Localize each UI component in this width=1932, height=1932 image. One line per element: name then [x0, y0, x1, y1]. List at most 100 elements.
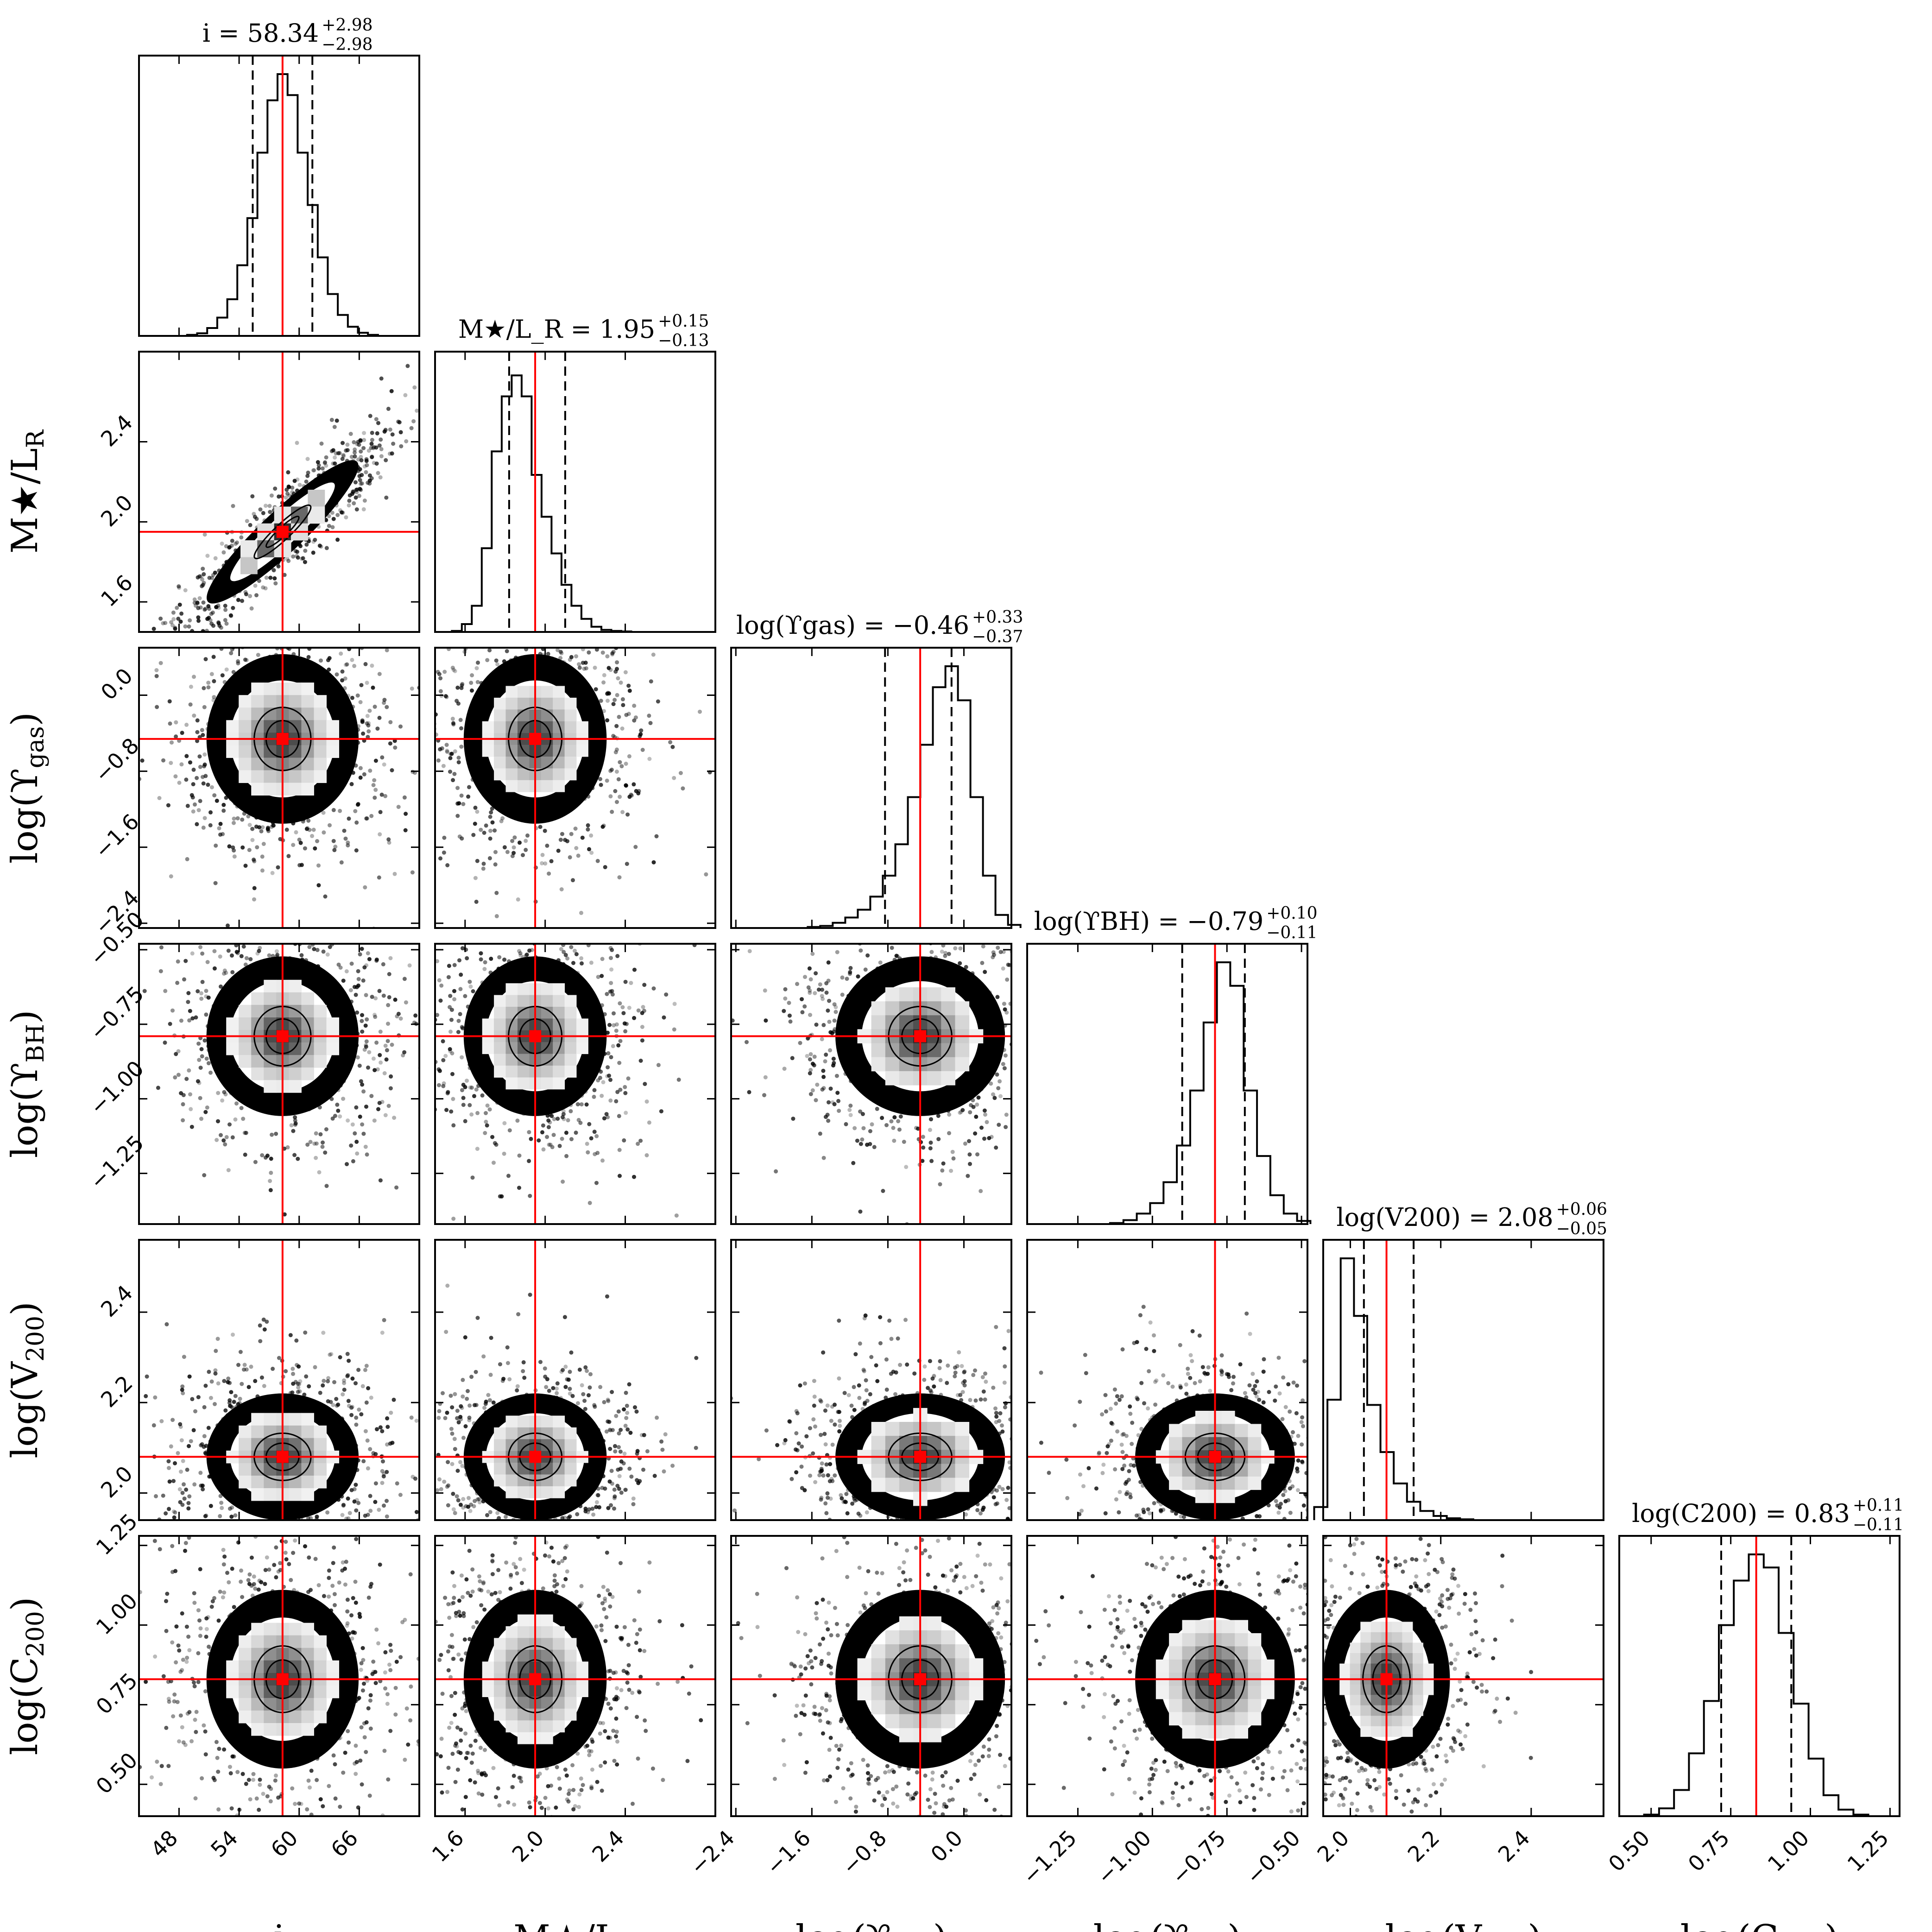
sample-point	[863, 1313, 868, 1318]
sample-point	[945, 1526, 949, 1530]
sample-point	[910, 1542, 914, 1547]
sample-point	[164, 1541, 169, 1545]
sample-point	[495, 1511, 500, 1515]
sample-point	[367, 478, 372, 483]
density-cell	[326, 745, 340, 758]
sample-point	[1003, 1007, 1007, 1012]
sample-point	[833, 1005, 838, 1010]
sample-point	[1206, 1371, 1210, 1376]
sample-point	[957, 1350, 961, 1355]
sample-point	[199, 991, 203, 996]
sample-point	[500, 611, 504, 615]
sample-point	[456, 1030, 461, 1034]
sample-point	[808, 1013, 812, 1017]
sample-point	[188, 618, 192, 623]
density-cell	[541, 983, 553, 996]
sample-point	[617, 1445, 621, 1449]
sample-point	[526, 1548, 530, 1553]
sample-point	[586, 827, 590, 832]
sample-point	[545, 1135, 549, 1139]
sample-point	[209, 672, 214, 676]
sample-point	[323, 1150, 328, 1155]
sample-point	[365, 1017, 369, 1022]
sample-point	[356, 977, 361, 981]
sample-point	[177, 586, 182, 590]
sample-point	[314, 1141, 319, 1146]
sample-point	[189, 1107, 193, 1111]
sample-point	[593, 1404, 597, 1409]
density-cell	[301, 1425, 314, 1439]
sample-point	[492, 1141, 497, 1145]
sample-point	[247, 848, 252, 852]
sample-point	[967, 1152, 972, 1157]
sample-point	[317, 543, 322, 548]
sample-point	[672, 1027, 676, 1032]
sample-point	[620, 810, 625, 814]
sample-point	[556, 848, 561, 853]
sample-point	[327, 1568, 331, 1573]
sample-point	[668, 740, 673, 745]
sample-point	[332, 425, 337, 429]
sample-point	[365, 681, 369, 685]
sample-point	[827, 1100, 831, 1105]
density-cell	[1169, 1463, 1182, 1477]
sample-point	[176, 1049, 181, 1054]
sample-point	[293, 635, 297, 639]
sample-point	[608, 1098, 613, 1103]
panel-frame	[1026, 1239, 1308, 1521]
sample-point	[1014, 1498, 1018, 1503]
density-cell	[239, 1042, 252, 1055]
sample-point	[845, 1511, 850, 1515]
sample-point	[1007, 1460, 1011, 1465]
sample-point	[383, 428, 388, 432]
sample-point	[592, 1088, 597, 1092]
sample-point	[632, 1016, 637, 1020]
sample-point	[313, 922, 317, 926]
sample-point	[207, 1370, 211, 1374]
sample-point	[520, 921, 524, 925]
sample-point	[423, 1148, 427, 1152]
sample-point	[592, 1094, 596, 1099]
sample-point	[1066, 1128, 1070, 1132]
sample-point	[246, 1778, 251, 1782]
sample-point	[233, 1394, 238, 1398]
sample-point	[605, 718, 610, 723]
sample-point	[235, 816, 240, 821]
sample-point	[475, 859, 480, 863]
sample-point	[472, 885, 476, 890]
sample-point	[614, 724, 619, 728]
sample-point	[378, 832, 382, 837]
sample-point	[377, 443, 382, 448]
sample-point	[635, 1478, 639, 1483]
sample-point	[623, 1029, 628, 1034]
sample-point	[134, 1397, 139, 1402]
sample-point	[388, 741, 392, 746]
sample-point	[286, 559, 291, 563]
sample-point	[259, 1523, 263, 1528]
sample-point	[1300, 1460, 1305, 1465]
sample-point	[1299, 1420, 1304, 1424]
sample-point	[401, 1521, 405, 1525]
sample-point	[885, 1528, 890, 1532]
sample-point	[1152, 1333, 1156, 1338]
sample-point	[174, 1052, 178, 1056]
sample-point	[624, 1416, 629, 1421]
sample-point	[152, 1423, 156, 1427]
sample-point	[227, 545, 232, 549]
sample-point	[561, 1368, 565, 1372]
density-cell	[264, 1004, 277, 1018]
density-cell	[289, 770, 302, 783]
sample-point	[133, 811, 138, 815]
sample-point	[479, 827, 483, 832]
sample-point	[209, 621, 214, 626]
sample-point	[501, 1376, 506, 1381]
sample-point	[215, 1337, 220, 1341]
sample-point	[932, 1540, 936, 1544]
sample-point	[356, 440, 360, 444]
sample-point	[647, 713, 651, 718]
sample-point	[1114, 1497, 1118, 1502]
sample-point	[819, 1620, 823, 1624]
sample-point	[291, 1529, 296, 1534]
sample-point	[490, 820, 495, 825]
sample-point	[450, 665, 455, 670]
